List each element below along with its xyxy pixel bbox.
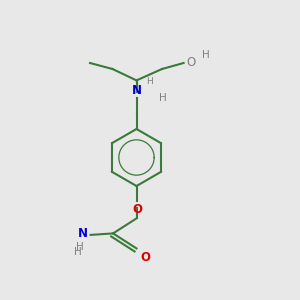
Text: H: H <box>76 242 84 251</box>
Text: O: O <box>140 251 150 264</box>
Text: H: H <box>74 247 82 257</box>
Text: N: N <box>131 84 142 97</box>
Text: O: O <box>132 203 142 216</box>
Text: N: N <box>78 227 88 240</box>
Text: H: H <box>146 77 153 86</box>
Text: H: H <box>202 50 210 60</box>
Text: O: O <box>186 56 195 69</box>
Text: H: H <box>159 93 167 103</box>
